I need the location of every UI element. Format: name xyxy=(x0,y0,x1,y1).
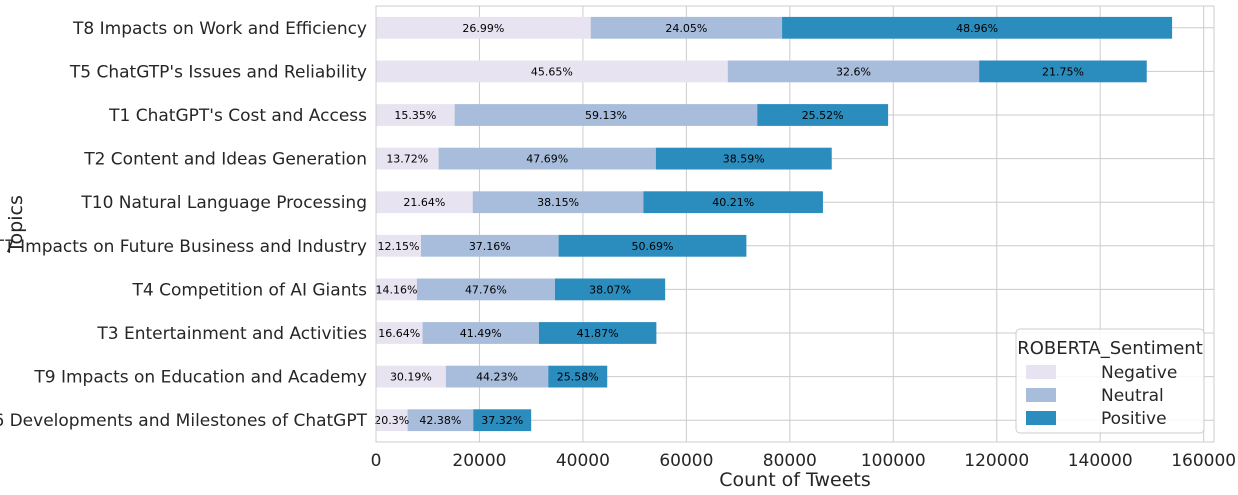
segment-label: 40.21% xyxy=(712,196,754,209)
y-axis-title: Topics xyxy=(5,195,27,254)
segment-label: 21.64% xyxy=(403,196,445,209)
y-tick-label: T10 Natural Language Processing xyxy=(80,193,367,213)
segment-label: 25.52% xyxy=(802,109,844,122)
segment-label: 24.05% xyxy=(665,22,707,35)
legend-box xyxy=(1015,328,1205,434)
bar-negative xyxy=(376,16,591,39)
segment-label: 47.69% xyxy=(526,153,568,166)
bar-positive xyxy=(538,322,657,344)
segment-label: 25.58% xyxy=(557,371,599,384)
segment-label: 13.72% xyxy=(386,153,428,166)
x-tick-label: 80000 xyxy=(763,451,817,471)
bar-negative xyxy=(376,234,422,257)
legend: ROBERTA_Sentiment Negative Neutral Positiv… xyxy=(1015,328,1205,434)
segment-label: 47.76% xyxy=(465,283,507,296)
x-tick-label: 0 xyxy=(371,451,382,471)
bar-neutral xyxy=(421,234,559,257)
segment-label: 41.49% xyxy=(460,327,502,340)
segment-label: 16.64% xyxy=(378,327,420,340)
bar-positive xyxy=(655,147,832,170)
x-tick-label: 100000 xyxy=(861,451,926,471)
bar-neutral xyxy=(445,365,549,388)
segment-label: 32.6% xyxy=(836,65,871,78)
segment-label: 37.16% xyxy=(469,240,511,253)
x-tick-label: 40000 xyxy=(556,451,610,471)
bar-positive xyxy=(473,409,532,432)
bar-positive xyxy=(757,104,889,126)
bar-positive xyxy=(979,60,1147,83)
x-axis-title: Count of Tweets xyxy=(719,469,871,491)
bar-negative xyxy=(376,191,473,214)
bar-neutral xyxy=(416,278,555,301)
segment-label: 38.07% xyxy=(589,283,631,296)
legend-label-neutral: Neutral xyxy=(1101,386,1164,406)
bar-positive xyxy=(643,191,823,214)
bar-negative xyxy=(376,365,446,388)
y-tick-label: T3 Entertainment and Activities xyxy=(96,324,367,344)
segment-label: 44.23% xyxy=(476,371,518,384)
y-tick-label: T8 Impacts on Work and Efficiency xyxy=(72,19,367,39)
x-tick-label: 60000 xyxy=(659,451,713,471)
legend-label-positive: Positive xyxy=(1101,409,1167,429)
x-tick-label: 160000 xyxy=(1171,451,1236,471)
y-tick-label: T1 ChatGPT's Cost and Access xyxy=(108,106,367,126)
segment-label: 20.3% xyxy=(374,414,409,427)
bar-negative xyxy=(376,104,455,126)
segment-label: 15.35% xyxy=(394,109,436,122)
segment-label: 45.65% xyxy=(531,65,573,78)
segment-label: 50.69% xyxy=(632,240,674,253)
segment-label: 14.16% xyxy=(375,283,417,296)
segment-label: 38.15% xyxy=(537,196,579,209)
legend-swatch-neutral xyxy=(1026,388,1056,402)
segment-label: 48.96% xyxy=(956,22,998,35)
segment-label: 59.13% xyxy=(585,109,627,122)
legend-label-negative: Negative xyxy=(1101,363,1177,383)
segment-label: 21.75% xyxy=(1042,65,1084,78)
bar-neutral xyxy=(422,322,539,344)
bar-positive xyxy=(782,16,1173,39)
bar-negative xyxy=(376,147,439,170)
y-tick-label: T5 ChatGTP's Issues and Reliability xyxy=(69,62,367,82)
bar-positive xyxy=(554,278,666,301)
legend-swatch-negative xyxy=(1026,365,1056,379)
segment-label: 38.59% xyxy=(723,153,765,166)
segment-label: 41.87% xyxy=(577,327,619,340)
segment-label: 42.38% xyxy=(419,414,461,427)
x-tick-label: 20000 xyxy=(452,451,506,471)
legend-title: ROBERTA_Sentiment xyxy=(1017,338,1203,359)
bar-negative xyxy=(376,278,417,301)
y-tick-label: T7 Impacts on Future Business and Indust… xyxy=(0,237,367,257)
bar-positive xyxy=(558,234,747,257)
segment-label: 30.19% xyxy=(390,371,432,384)
legend-swatch-positive xyxy=(1026,411,1056,425)
bar-neutral xyxy=(438,147,656,170)
bar-negative xyxy=(376,322,423,344)
segment-label: 26.99% xyxy=(462,22,504,35)
y-tick-label: T6 Developments and Milestones of ChatGP… xyxy=(0,411,368,431)
segment-label: 12.15% xyxy=(378,240,420,253)
y-tick-label: T2 Content and Ideas Generation xyxy=(83,150,367,170)
bar-negative xyxy=(376,60,728,83)
bar-negative xyxy=(376,409,408,432)
bar-neutral xyxy=(407,409,474,432)
bar-neutral xyxy=(590,16,783,39)
bar-neutral xyxy=(454,104,758,126)
segment-label: 37.32% xyxy=(481,414,523,427)
bar-neutral xyxy=(727,60,980,83)
x-tick-label: 140000 xyxy=(1068,451,1133,471)
bar-neutral xyxy=(472,191,644,214)
plot-frame xyxy=(375,5,1215,443)
x-tick-label: 120000 xyxy=(964,451,1029,471)
bar-positive xyxy=(548,365,608,388)
y-tick-label: T4 Competition of AI Giants xyxy=(132,280,368,300)
y-tick-label: T9 Impacts on Education and Academy xyxy=(33,368,367,388)
